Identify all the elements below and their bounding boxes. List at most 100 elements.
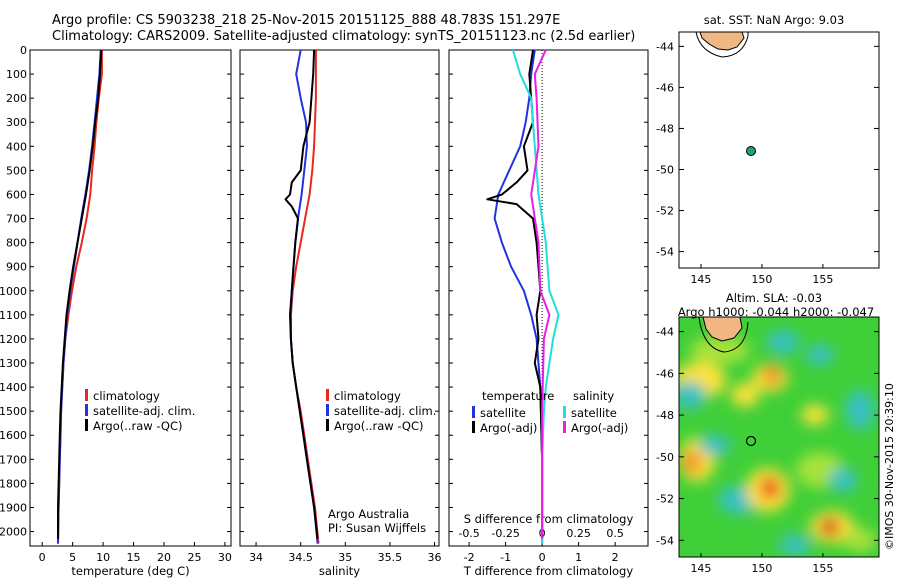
sla-anomaly-blob xyxy=(731,383,759,407)
s-diff-tick-label: 0.25 xyxy=(566,527,591,540)
legend-label: Argo(..raw -QC) xyxy=(93,419,183,433)
legend-swatch xyxy=(326,404,329,416)
series-line-argoadj xyxy=(486,49,544,539)
depth-tick-label: 300 xyxy=(6,116,27,129)
legend-label: climatology xyxy=(334,389,401,403)
series-line-argorawqc xyxy=(284,49,319,539)
sla-anomaly-blob xyxy=(760,477,780,499)
coast-contour-bottom xyxy=(698,317,749,353)
x-tick-label: 0 xyxy=(539,551,546,564)
legend-swatch xyxy=(85,419,88,431)
depth-tick-label: 600 xyxy=(6,188,27,201)
depth-tick-label: 2000 xyxy=(0,526,27,539)
sla-anomaly-blob xyxy=(679,381,706,409)
depth-tick-label: 200 xyxy=(6,92,27,105)
x-tick-label: 25 xyxy=(187,551,201,564)
tasmania-coast-bottom xyxy=(702,317,743,342)
sla-anomaly-blob xyxy=(690,336,750,364)
s-diff-tick-label: -0.25 xyxy=(491,527,519,540)
x-tick-label: 15 xyxy=(127,551,141,564)
s-diff-tick-label: 0.5 xyxy=(606,527,624,540)
s-diff-tick-label: -0.5 xyxy=(458,527,479,540)
sla-map-y-tick-label: -48 xyxy=(656,409,674,422)
x-tick-label: 20 xyxy=(157,551,171,564)
legend-swatch xyxy=(563,406,566,418)
annotation-text: PI: Susan Wijffels xyxy=(328,521,426,535)
depth-tick-label: 400 xyxy=(6,140,27,153)
coast-contour-top xyxy=(695,31,749,58)
sst-map-x-tick-label: 155 xyxy=(812,273,833,286)
legend-label: satellite-adj. clim. xyxy=(334,404,436,418)
depth-tick-label: 1800 xyxy=(0,477,27,490)
sla-anomaly-blob xyxy=(829,468,857,492)
sst-map-title: sat. SST: NaN Argo: 9.03 xyxy=(704,13,845,27)
sla-anomaly-blob xyxy=(763,365,781,385)
legend-label: Argo(-adj) xyxy=(480,421,537,435)
x-tick-label: 5 xyxy=(69,551,76,564)
sla-anomaly-blob xyxy=(683,450,701,474)
legend-swatch xyxy=(85,389,88,401)
sla-map-y-tick-label: -52 xyxy=(656,493,674,506)
depth-tick-label: 1500 xyxy=(0,405,27,418)
sst-map-y-tick-label: -46 xyxy=(656,81,674,94)
x-tick-label: 35.5 xyxy=(378,551,403,564)
sla-anomaly-blob xyxy=(801,405,829,425)
imos-credit: ©IMOS 30-Nov-2015 20:39:10 xyxy=(883,383,896,550)
legend-label: satellite-adj. clim. xyxy=(93,404,195,418)
legend-swatch xyxy=(472,421,475,433)
sla-map xyxy=(678,316,880,558)
sst-map-y-tick-label: -54 xyxy=(656,246,674,259)
x-tick-label: 34.5 xyxy=(288,551,313,564)
legend-label: Argo(-adj) xyxy=(571,421,628,435)
depth-tick-label: 0 xyxy=(20,44,27,57)
x-tick-label: 36 xyxy=(428,551,442,564)
depth-tick-label: 1400 xyxy=(0,381,27,394)
sla-anomaly-blob xyxy=(699,435,731,455)
depth-tick-label: 100 xyxy=(6,68,27,81)
legend-group-title: temperature xyxy=(482,389,554,403)
x-tick-label: 0 xyxy=(39,551,46,564)
s-diff-axis-label: S difference from climatology xyxy=(464,512,634,526)
temperature-panel xyxy=(29,49,232,547)
series-line-satellite xyxy=(511,49,560,544)
sst-map-x-tick-label: 145 xyxy=(690,273,711,286)
legend-swatch xyxy=(85,404,88,416)
x-tick-label: 1 xyxy=(575,551,582,564)
sla-anomaly-blob xyxy=(767,330,799,354)
tasmania-coast-top xyxy=(699,31,745,51)
legend-label: climatology xyxy=(93,389,160,403)
depth-tick-label: 1600 xyxy=(0,429,27,442)
sla-anomaly-blob xyxy=(806,345,834,365)
salinity-panel xyxy=(239,49,440,547)
depth-tick-label: 1000 xyxy=(0,285,27,298)
depth-tick-label: 1200 xyxy=(0,333,27,346)
title-line-1: Argo profile: CS 5903238_218 25-Nov-2015… xyxy=(52,13,561,28)
sla-map-y-tick-label: -46 xyxy=(656,367,674,380)
depth-tick-label: 500 xyxy=(6,164,27,177)
x-tick-label: -2 xyxy=(464,551,475,564)
legend-group-title: salinity xyxy=(573,389,614,403)
depth-tick-label: 1300 xyxy=(0,357,27,370)
sla-map-x-tick-label: 145 xyxy=(690,562,711,575)
x-axis-label: temperature (deg C) xyxy=(71,564,189,578)
legend-swatch xyxy=(563,421,566,433)
sla-map-y-tick-label: -44 xyxy=(656,326,674,339)
sla-map-x-tick-label: 155 xyxy=(812,562,833,575)
sla-map-y-tick-label: -50 xyxy=(656,451,674,464)
legend-label: satellite xyxy=(571,406,617,420)
annotation-text: Argo Australia xyxy=(328,507,409,521)
series-line-satellite xyxy=(493,49,544,544)
sst-map-y-tick-label: -48 xyxy=(656,122,674,135)
depth-tick-label: 700 xyxy=(6,213,27,226)
sst-map xyxy=(678,31,880,269)
sla-map-title-2: Argo h1000: -0.044 h2000: -0.047 xyxy=(678,305,874,319)
depth-tick-label: 1700 xyxy=(0,453,27,466)
x-axis-label: salinity xyxy=(319,564,360,578)
title-line-2: Climatology: CARS2009. Satellite-adjuste… xyxy=(52,29,636,44)
legend-label: satellite xyxy=(480,406,526,420)
sla-anomaly-blob xyxy=(779,535,811,555)
depth-tick-label: 800 xyxy=(6,237,27,250)
sst-map-y-tick-label: -50 xyxy=(656,163,674,176)
x-axis-label: T difference from climatology xyxy=(463,564,634,578)
